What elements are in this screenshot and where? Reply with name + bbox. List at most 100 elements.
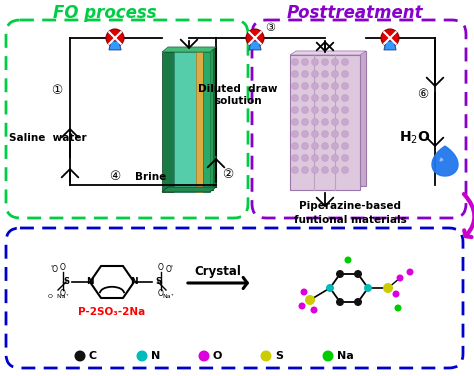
- Circle shape: [331, 118, 338, 126]
- Circle shape: [310, 306, 318, 314]
- Circle shape: [299, 303, 306, 309]
- Text: C: C: [89, 351, 97, 361]
- Circle shape: [292, 118, 299, 126]
- Circle shape: [311, 155, 319, 162]
- Circle shape: [301, 288, 308, 296]
- Text: N: N: [130, 277, 138, 287]
- Text: ⑥: ⑥: [418, 88, 428, 102]
- Circle shape: [311, 94, 319, 102]
- Bar: [174, 52, 196, 192]
- Circle shape: [341, 59, 348, 65]
- Circle shape: [326, 284, 334, 292]
- Text: Crystal: Crystal: [194, 265, 241, 279]
- Polygon shape: [440, 158, 443, 161]
- Circle shape: [301, 118, 309, 126]
- Circle shape: [396, 274, 403, 282]
- Circle shape: [321, 130, 328, 138]
- Circle shape: [341, 143, 348, 150]
- Circle shape: [305, 295, 315, 305]
- Circle shape: [137, 350, 147, 361]
- Circle shape: [341, 155, 348, 162]
- Text: FO process: FO process: [53, 4, 157, 22]
- Polygon shape: [384, 41, 396, 50]
- Text: O: O: [158, 264, 164, 273]
- Circle shape: [331, 71, 338, 77]
- Bar: [168, 47, 216, 187]
- Circle shape: [292, 82, 299, 89]
- Polygon shape: [162, 47, 216, 52]
- Circle shape: [311, 118, 319, 126]
- Circle shape: [301, 59, 309, 65]
- Circle shape: [301, 94, 309, 102]
- Text: Diluted  draw
solution: Diluted draw solution: [198, 84, 278, 106]
- Circle shape: [383, 283, 393, 293]
- Circle shape: [341, 82, 348, 89]
- Circle shape: [321, 118, 328, 126]
- Circle shape: [331, 59, 338, 65]
- Circle shape: [341, 118, 348, 126]
- Circle shape: [336, 270, 344, 278]
- Bar: [203, 52, 210, 192]
- Circle shape: [106, 29, 124, 47]
- Polygon shape: [249, 41, 261, 50]
- Circle shape: [394, 305, 401, 311]
- Circle shape: [292, 155, 299, 162]
- Circle shape: [311, 71, 319, 77]
- Circle shape: [331, 143, 338, 150]
- Circle shape: [311, 59, 319, 65]
- Polygon shape: [432, 146, 458, 176]
- Circle shape: [292, 94, 299, 102]
- Circle shape: [354, 298, 362, 306]
- Circle shape: [381, 29, 399, 47]
- Circle shape: [321, 71, 328, 77]
- Circle shape: [301, 82, 309, 89]
- Circle shape: [341, 167, 348, 173]
- Circle shape: [311, 143, 319, 150]
- Circle shape: [301, 130, 309, 138]
- Circle shape: [331, 155, 338, 162]
- Circle shape: [292, 71, 299, 77]
- Bar: [162, 52, 174, 192]
- Text: Brine: Brine: [135, 172, 166, 182]
- Bar: [196, 52, 203, 192]
- FancyArrowPatch shape: [464, 194, 474, 237]
- Circle shape: [322, 350, 334, 361]
- Text: N: N: [86, 277, 94, 287]
- Text: O: O: [213, 351, 222, 361]
- Text: O: O: [60, 264, 66, 273]
- Text: 'O: 'O: [50, 265, 58, 274]
- Text: ④: ④: [109, 170, 120, 183]
- Circle shape: [331, 94, 338, 102]
- Circle shape: [331, 82, 338, 89]
- Circle shape: [301, 167, 309, 173]
- Text: ②: ②: [222, 168, 234, 182]
- Text: S: S: [63, 277, 69, 287]
- Polygon shape: [290, 51, 366, 55]
- Text: Na⁺: Na⁺: [162, 294, 174, 300]
- Text: O: O: [60, 290, 66, 299]
- Circle shape: [311, 167, 319, 173]
- Circle shape: [341, 94, 348, 102]
- Circle shape: [311, 82, 319, 89]
- Circle shape: [341, 106, 348, 114]
- Circle shape: [364, 284, 372, 292]
- Circle shape: [74, 350, 85, 361]
- Circle shape: [321, 155, 328, 162]
- Circle shape: [292, 130, 299, 138]
- Circle shape: [321, 143, 328, 150]
- Circle shape: [261, 350, 272, 361]
- Text: Posttreatment: Posttreatment: [287, 4, 423, 22]
- Text: ③: ③: [265, 23, 275, 33]
- Polygon shape: [109, 41, 121, 50]
- Text: N: N: [151, 351, 160, 361]
- Circle shape: [331, 167, 338, 173]
- Text: O': O': [166, 265, 174, 274]
- Text: S: S: [275, 351, 283, 361]
- Text: S: S: [155, 277, 161, 287]
- Circle shape: [292, 167, 299, 173]
- Text: O: O: [158, 290, 164, 299]
- Circle shape: [301, 106, 309, 114]
- Circle shape: [321, 106, 328, 114]
- Text: H$_2$O: H$_2$O: [399, 130, 431, 146]
- Circle shape: [321, 82, 328, 89]
